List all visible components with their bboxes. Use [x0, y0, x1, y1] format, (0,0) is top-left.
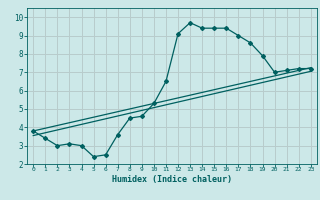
X-axis label: Humidex (Indice chaleur): Humidex (Indice chaleur) — [112, 175, 232, 184]
